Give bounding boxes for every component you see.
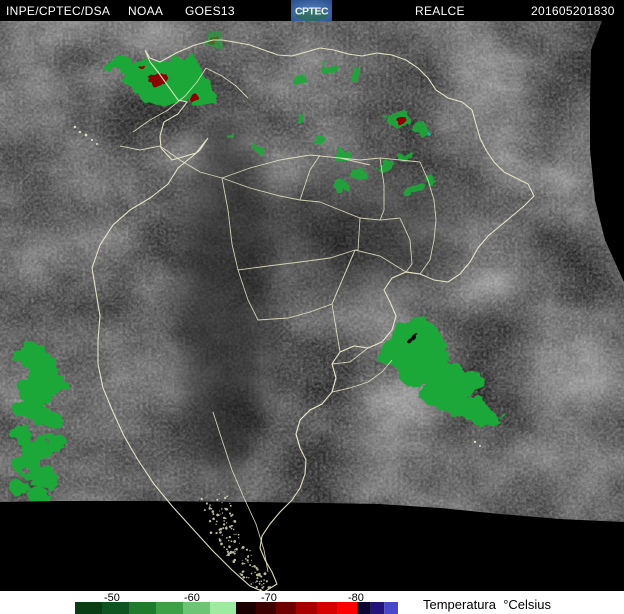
svg-text:CPTEC: CPTEC [295,6,329,18]
